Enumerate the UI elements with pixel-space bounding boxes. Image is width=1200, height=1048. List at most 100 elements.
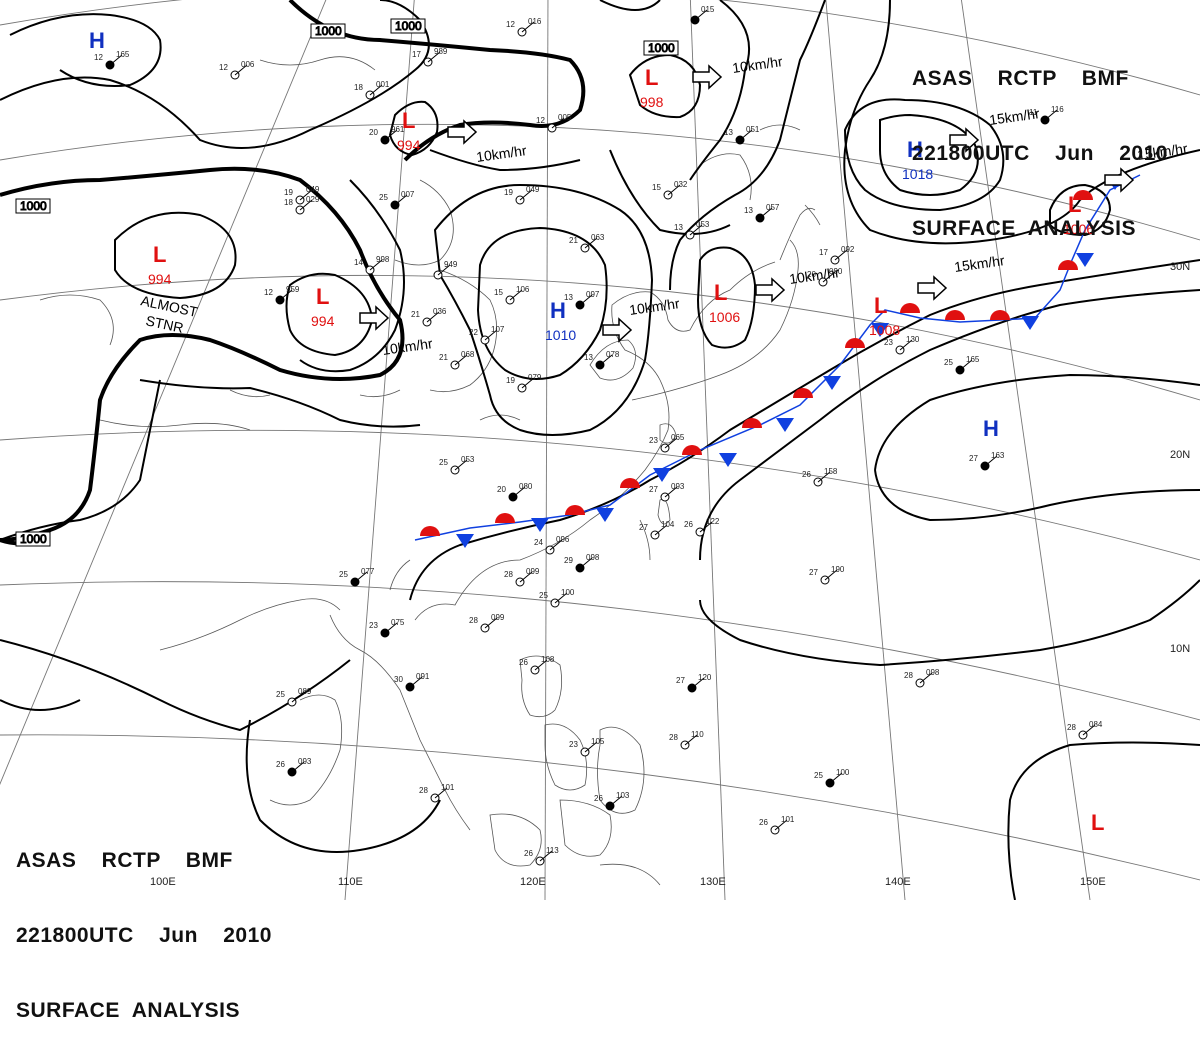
station-plot: 23 075 (369, 618, 405, 638)
motion-arrow-icon (917, 275, 948, 301)
wind-barb-icon (454, 459, 468, 471)
station-pressure: 016 (528, 17, 542, 26)
station-temperature: 23 (884, 338, 893, 347)
station-pressure: 079 (528, 373, 542, 382)
isobar (669, 0, 826, 291)
coastline (359, 389, 401, 398)
station-temperature: 13 (564, 293, 573, 302)
central-pressure-value: 1006 (709, 309, 740, 325)
station-temperature: 27 (639, 523, 648, 532)
parallel-line (0, 734, 1200, 881)
station-pressure: 001 (376, 80, 390, 89)
station-temperature: 12 (264, 288, 273, 297)
motion-arrows: 10km/hr 10km/hr 10km/hr 10km/hr 10km/hr 15km/… (359, 53, 1189, 358)
station-pressure: 049 (306, 185, 320, 194)
meridian-line (0, 0, 327, 785)
cold-front-triangle (719, 453, 737, 467)
warm-front-semicircle (990, 310, 1010, 320)
station-pressure: 100 (836, 768, 850, 777)
station-pressure: 090 (829, 267, 843, 276)
isobar (409, 259, 1200, 601)
station-plot: 13 053 (674, 220, 710, 240)
isobar (0, 699, 81, 711)
station-pressure: 053 (461, 455, 475, 464)
station-temperature: 26 (594, 794, 603, 803)
station-plot: 18 001 (354, 80, 390, 100)
header-time: 221800UTC Jun 2010 (912, 142, 1168, 165)
station-temperature: 20 (807, 270, 816, 279)
coastline (759, 124, 801, 131)
low-pressure-symbol: L (1091, 810, 1104, 835)
cold-front-triangle (653, 468, 671, 482)
station-plot: 20 961 (369, 125, 405, 145)
station-temperature: 27 (809, 568, 818, 577)
wind-barb-icon (684, 734, 698, 746)
coastline (597, 726, 645, 814)
isobar (628, 53, 702, 119)
warm-front-semicircle (620, 478, 640, 488)
wind-barb-icon (279, 289, 293, 301)
station-temperature: 18 (354, 83, 363, 92)
station-pressure: 120 (698, 673, 712, 682)
station-plot: 949 (433, 260, 458, 280)
station-temperature: 27 (649, 485, 658, 494)
wind-barb-icon (369, 84, 383, 96)
wind-barb-icon (354, 571, 368, 583)
wind-barb-icon (959, 359, 973, 371)
isobar-label: 1000 (20, 532, 47, 546)
station-temperature: 21 (569, 236, 578, 245)
header-subtitle: SURFACE ANALYSIS (912, 217, 1136, 240)
warm-front-semicircle (945, 310, 965, 320)
isobar (874, 373, 1200, 471)
station-pressure: 949 (444, 260, 458, 269)
station-plot: 28 084 (1067, 720, 1103, 740)
station-temperature: 21 (411, 310, 420, 319)
station-pressure: 165 (116, 50, 130, 59)
station-temperature: 26 (759, 818, 768, 827)
wind-barb-icon (817, 471, 831, 483)
station-pressure: 065 (671, 433, 685, 442)
parallel-line (0, 429, 1200, 561)
station-pressure: 105 (591, 737, 605, 746)
wind-barb-icon (899, 339, 913, 351)
coastline (269, 694, 343, 806)
station-temperature: 26 (684, 520, 693, 529)
wind-barb-icon (427, 51, 441, 63)
wind-barb-icon (1044, 109, 1058, 121)
wind-barb-icon (384, 129, 398, 141)
wind-barb-icon (394, 194, 408, 206)
isobar-label-bg (15, 198, 51, 214)
station-plot: 26 108 (519, 655, 555, 675)
isobar-label: 1000 (20, 199, 47, 213)
station-pressure: 108 (541, 655, 555, 664)
station-pressure: 092 (841, 245, 855, 254)
motion-arrow-icon (602, 317, 633, 343)
longitude-label: 110E (338, 876, 363, 888)
wind-barb-icon (664, 437, 678, 449)
station-temperature: 13 (674, 223, 683, 232)
high-pressure-symbol: H (907, 137, 923, 162)
station-plot: 25 089 (276, 687, 312, 707)
station-pressure: 097 (586, 290, 600, 299)
wind-barb-icon (534, 659, 548, 671)
station-pressure: 101 (441, 783, 455, 792)
station-plot: 26 103 (594, 791, 630, 811)
wind-barb-icon (834, 249, 848, 261)
wind-barb-icon (291, 761, 305, 773)
station-temperature: 20 (369, 128, 378, 137)
chart-header-bottom: ASAS RCTP BMF 221800UTC Jun 2010 SURFACE… (16, 798, 272, 1048)
wind-barb-icon (694, 9, 708, 21)
station-pressure: 036 (433, 307, 447, 316)
isobar-label: 1000 (315, 24, 342, 38)
station-plot: 28 099 (469, 613, 505, 633)
chart-header-top: ASAS RCTP BMF 221800UTC Jun 2010 SURFACE… (912, 16, 1168, 266)
station-pressure: 057 (766, 203, 780, 212)
station-plot: 12 016 (506, 17, 542, 37)
coastline (639, 519, 651, 561)
station-temperature: 23 (569, 740, 578, 749)
wind-barb-icon (234, 64, 248, 76)
motion-arrow-icon (692, 64, 723, 90)
station-temperature: 28 (669, 733, 678, 742)
warm-front-semicircle (1073, 190, 1093, 200)
